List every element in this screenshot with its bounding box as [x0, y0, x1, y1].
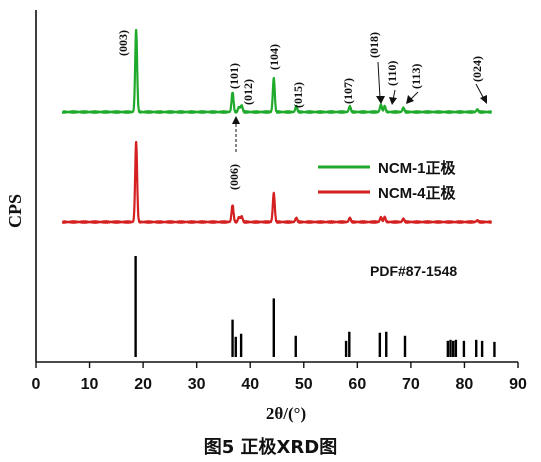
legend-label-ncm4: NCM-4正极 [378, 184, 456, 202]
x-tick-label-5: 50 [295, 376, 313, 393]
peak-label-113: (113) [409, 64, 423, 89]
x-axis: 0 10 20 30 40 50 60 70 80 90 [32, 362, 527, 393]
peak-label-003: (003) [116, 30, 130, 56]
peak-label-006: (006) [227, 164, 241, 190]
reference-label: PDF#87-1548 [370, 263, 457, 279]
arrow-024-head [480, 95, 487, 104]
x-tick-label-6: 60 [348, 376, 366, 393]
peak-label-024: (024) [470, 56, 484, 82]
x-tick-label-1: 10 [81, 376, 99, 393]
series-line-2 [61, 140, 493, 224]
annotation-arrows [232, 61, 487, 152]
x-tick-label-9: 90 [509, 376, 527, 393]
x-tick-label-7: 70 [402, 376, 420, 393]
reference-pattern [134, 256, 496, 357]
figure-caption: 图5 正极XRD图 [203, 437, 338, 458]
arrow-018 [377, 61, 381, 99]
peak-label-018: (018) [367, 32, 381, 58]
arrow-110-head [389, 97, 397, 105]
arrow-024 [475, 83, 485, 100]
peak-label-104: (104) [267, 44, 281, 70]
arrow-113-head [406, 95, 414, 104]
x-tick-label-8: 80 [456, 376, 474, 393]
x-tick-label-3: 30 [188, 376, 206, 393]
arrow-006-head [232, 116, 240, 124]
peak-label-015: (015) [291, 82, 305, 108]
xrd-traces [61, 28, 493, 224]
y-axis-title: CPS [5, 194, 25, 228]
peak-label-101: (101) [227, 63, 241, 89]
x-tick-label-2: 20 [134, 376, 152, 393]
plot-frame [35, 10, 518, 363]
legend: NCM-1正极 NCM-4正极 [318, 159, 456, 202]
peak-label-012: (012) [241, 79, 255, 105]
x-axis-title: 2θ/(°) [266, 404, 306, 423]
xrd-chart: 0 10 20 30 40 50 60 70 80 90 2θ/(°) CPS (003) (10… [5, 10, 527, 423]
arrow-018-head [376, 96, 385, 104]
peak-label-107: (107) [341, 78, 355, 104]
peak-labels: (003) (101) (006) (012) (104) (015) (107… [116, 30, 484, 190]
legend-label-ncm1: NCM-1正极 [378, 159, 456, 177]
x-tick-label-0: 0 [32, 376, 41, 393]
peak-label-110: (110) [385, 61, 399, 86]
series-line-1 [61, 28, 493, 114]
x-tick-label-4: 40 [241, 376, 259, 393]
